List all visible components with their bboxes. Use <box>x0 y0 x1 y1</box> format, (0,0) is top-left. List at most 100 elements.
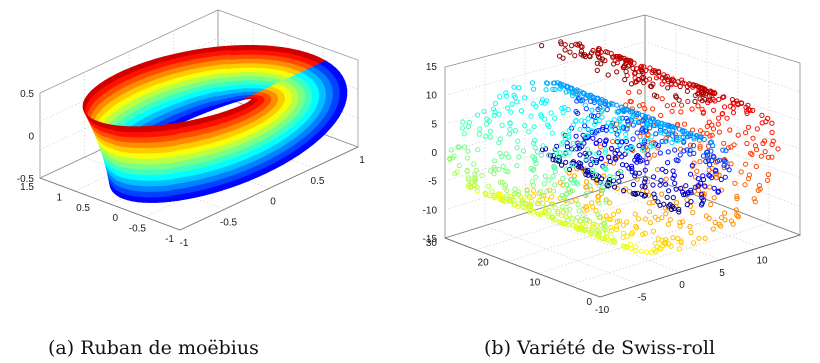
swissroll-point <box>472 172 478 178</box>
swissroll-point <box>744 140 750 147</box>
swissroll-point <box>516 191 522 198</box>
swissroll-point <box>639 112 646 119</box>
swissroll-point <box>629 144 635 150</box>
swissroll-point <box>616 151 623 157</box>
swissroll-point <box>492 166 498 172</box>
swissroll-point <box>657 150 663 156</box>
swissroll-point <box>681 137 687 143</box>
swissroll-point <box>615 109 621 115</box>
swissroll-point <box>617 118 623 124</box>
swissroll-point <box>635 216 642 222</box>
swissroll-point <box>583 179 590 185</box>
swissroll-point <box>732 180 738 186</box>
swissroll-grid-line <box>444 95 801 153</box>
swissroll-point <box>708 148 714 154</box>
swissroll-point <box>670 168 676 174</box>
swissroll-point <box>485 183 492 189</box>
mobius-surface-patch <box>312 92 320 97</box>
swissroll-point <box>754 147 760 153</box>
swissroll-point <box>708 201 714 208</box>
swissroll-point <box>614 102 620 108</box>
swissroll-point <box>479 172 485 179</box>
swissroll-point <box>564 200 570 207</box>
mobius-surface-patch <box>153 130 161 138</box>
swissroll-point <box>507 121 513 127</box>
swissroll-point <box>633 244 639 250</box>
swissroll-point <box>567 49 573 55</box>
swissroll-point <box>626 188 633 194</box>
swissroll-point <box>638 248 644 254</box>
swissroll-point <box>532 155 538 161</box>
swissroll-point <box>665 149 671 155</box>
swissroll-point <box>546 208 552 214</box>
swissroll-point <box>492 194 498 201</box>
swissroll-point <box>557 86 563 92</box>
swissroll-point <box>504 188 510 194</box>
swissroll-point <box>615 208 622 214</box>
swissroll-point <box>700 176 707 183</box>
swissroll-point <box>697 143 703 149</box>
swissroll-point <box>630 181 637 188</box>
swissroll-point <box>624 147 630 154</box>
swissroll-point <box>632 70 638 76</box>
swissroll-point <box>630 136 636 142</box>
swissroll-point <box>542 116 548 122</box>
swissroll-point <box>584 217 590 223</box>
swissroll-point <box>497 136 503 142</box>
swissroll-point <box>542 146 549 152</box>
swissroll-point <box>482 190 488 196</box>
swissroll-point <box>562 42 568 48</box>
swissroll-point <box>603 199 609 205</box>
mobius-surface-patch <box>123 136 131 143</box>
swissroll-point <box>689 106 695 112</box>
swissroll-point <box>647 209 653 215</box>
swissroll-point <box>507 131 513 137</box>
swissroll-point <box>667 130 673 136</box>
swissroll-point <box>703 88 709 94</box>
swissroll-point <box>640 231 646 237</box>
swissroll-point <box>756 182 763 189</box>
swissroll-point <box>716 157 722 163</box>
swissroll-z-tick: -10 <box>423 205 438 216</box>
swissroll-point <box>584 133 590 139</box>
mobius-surface-patch <box>151 141 160 149</box>
swissroll-point <box>775 146 781 152</box>
swissroll-point <box>733 207 739 213</box>
swissroll-point <box>617 143 623 149</box>
mobius-tick-labels: 0.5 0 -0.5 -1 -0.5 0 0.5 1 1.5 -1 -0.5 0 0.5 1 <box>17 89 365 249</box>
swissroll-point <box>710 126 717 132</box>
swissroll-point <box>762 138 768 144</box>
swissroll-point <box>688 187 694 193</box>
swissroll-point <box>598 61 604 67</box>
mobius-y-tick: -0.5 <box>129 224 147 235</box>
swissroll-point <box>734 193 740 199</box>
swissroll-point <box>594 67 600 74</box>
swissroll-point <box>499 154 505 160</box>
swissroll-point <box>655 167 661 173</box>
swissroll-point <box>566 166 573 173</box>
swissroll-point <box>543 196 550 202</box>
swissroll-point <box>684 197 690 203</box>
swissroll-point <box>636 170 642 176</box>
swissroll-point <box>599 235 605 241</box>
swissroll-point <box>616 178 622 184</box>
swissroll-point <box>661 201 667 207</box>
swissroll-point <box>676 246 683 252</box>
swissroll-point <box>507 126 513 132</box>
swissroll-point <box>624 126 630 132</box>
swissroll-point <box>623 58 629 64</box>
mobius-surface-patch <box>170 194 180 202</box>
swissroll-point <box>613 223 620 229</box>
swissroll-point <box>593 207 599 214</box>
swissroll-point <box>578 141 584 147</box>
swissroll-point <box>561 152 567 158</box>
swissroll-point <box>636 118 642 125</box>
swissroll-point <box>690 209 696 216</box>
swissroll-point <box>477 126 483 132</box>
swissroll-point <box>572 53 578 59</box>
mobius-surface-patch <box>305 96 313 101</box>
swissroll-point <box>663 211 669 217</box>
swissroll-point <box>623 136 629 142</box>
swissroll-point <box>696 235 702 241</box>
